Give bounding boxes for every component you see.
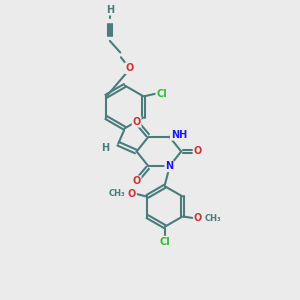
Text: O: O <box>194 213 202 223</box>
Text: O: O <box>133 176 141 186</box>
Text: H: H <box>101 143 109 153</box>
Text: N: N <box>165 161 173 171</box>
Text: O: O <box>128 189 136 199</box>
Text: CH₃: CH₃ <box>109 190 125 199</box>
Text: Cl: Cl <box>160 236 170 247</box>
Text: O: O <box>194 146 202 157</box>
Text: H: H <box>106 5 114 15</box>
Text: O: O <box>125 63 133 73</box>
Text: CH₃: CH₃ <box>204 214 221 223</box>
Text: NH: NH <box>171 130 187 140</box>
Text: O: O <box>133 117 141 127</box>
Text: Cl: Cl <box>156 89 167 99</box>
